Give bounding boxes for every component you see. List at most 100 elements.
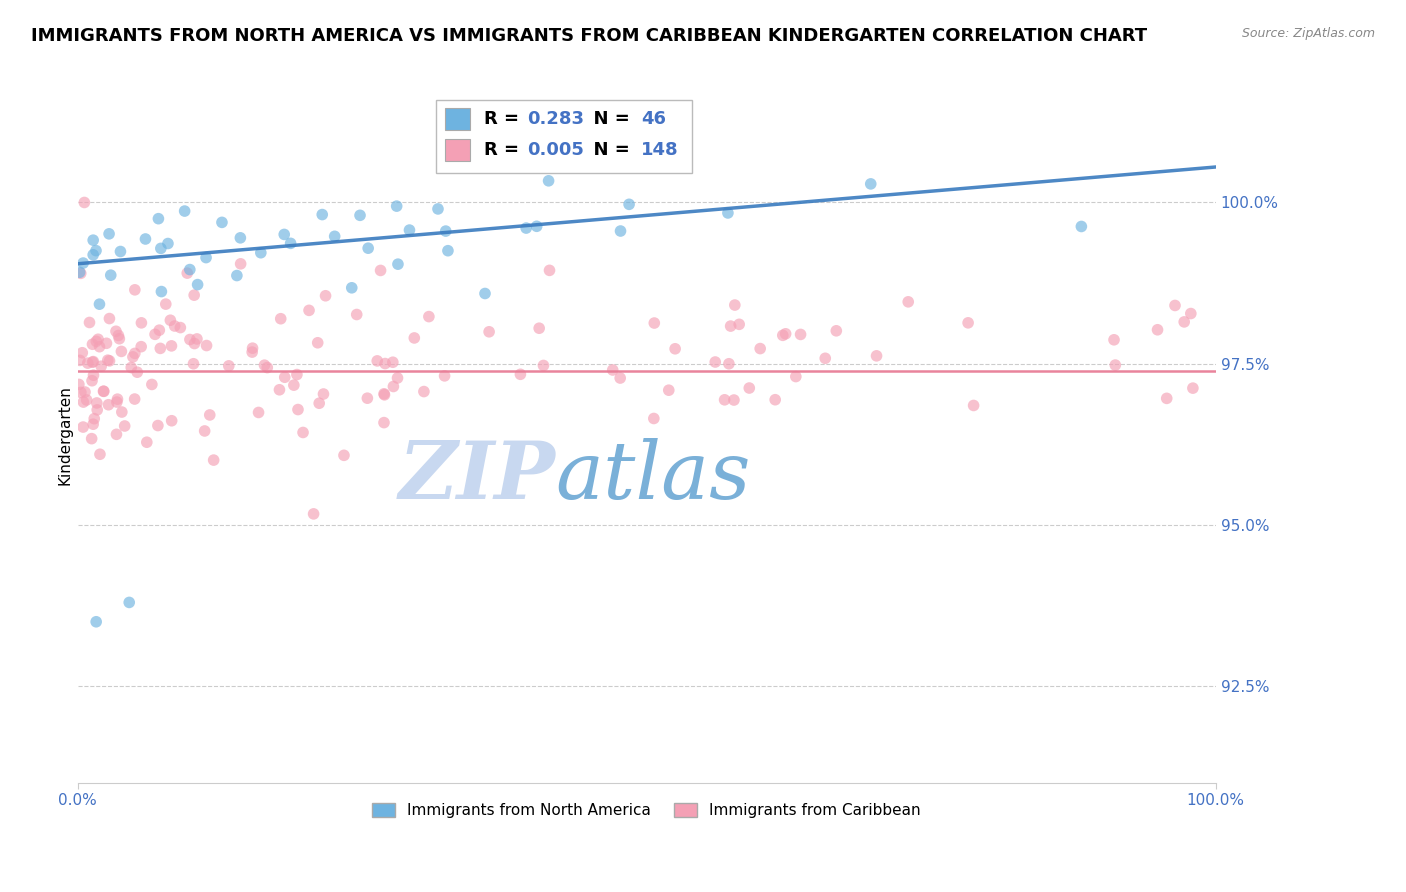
Point bbox=[434, 224, 457, 238]
Point bbox=[609, 224, 631, 238]
Point bbox=[86, 396, 108, 410]
Text: N =: N = bbox=[581, 141, 636, 159]
Point bbox=[229, 257, 252, 271]
Point bbox=[72, 345, 94, 359]
Point bbox=[298, 303, 321, 318]
Point bbox=[728, 318, 751, 332]
Text: 46: 46 bbox=[641, 110, 666, 128]
Point bbox=[527, 321, 550, 335]
Point bbox=[129, 340, 152, 354]
Point bbox=[96, 336, 118, 351]
Point bbox=[82, 248, 104, 262]
Point bbox=[717, 206, 740, 220]
Point bbox=[70, 385, 93, 400]
Point bbox=[315, 289, 337, 303]
Legend: Immigrants from North America, Immigrants from Caribbean: Immigrants from North America, Immigrant… bbox=[366, 797, 927, 824]
Point bbox=[176, 266, 198, 280]
Point bbox=[69, 353, 91, 368]
Point bbox=[134, 232, 156, 246]
Point bbox=[84, 244, 107, 258]
Point bbox=[72, 420, 94, 434]
Point bbox=[538, 263, 561, 277]
Text: N =: N = bbox=[581, 110, 636, 128]
Point bbox=[273, 227, 295, 242]
Point bbox=[374, 357, 396, 371]
Point bbox=[269, 383, 291, 397]
Point bbox=[83, 411, 105, 425]
Point bbox=[73, 384, 96, 399]
Point bbox=[346, 308, 368, 322]
Point bbox=[433, 368, 456, 383]
Point bbox=[194, 424, 217, 438]
Point bbox=[82, 354, 104, 368]
Point bbox=[114, 419, 136, 434]
Point bbox=[285, 368, 308, 382]
Point bbox=[82, 337, 104, 351]
Point bbox=[1102, 333, 1125, 347]
Point bbox=[242, 341, 264, 355]
Point bbox=[775, 326, 797, 341]
Point bbox=[274, 370, 297, 384]
Point bbox=[186, 332, 208, 346]
Point bbox=[533, 359, 555, 373]
Point bbox=[135, 435, 157, 450]
Point bbox=[280, 236, 302, 251]
Point bbox=[814, 351, 837, 366]
Point bbox=[308, 396, 330, 410]
Point bbox=[723, 392, 745, 407]
Point bbox=[90, 359, 112, 374]
Point bbox=[962, 399, 984, 413]
Point bbox=[148, 323, 170, 337]
Point bbox=[247, 405, 270, 419]
Point bbox=[256, 360, 278, 375]
Point bbox=[82, 355, 104, 369]
Point bbox=[382, 379, 405, 393]
Point bbox=[292, 425, 315, 440]
Bar bbox=[446, 108, 471, 130]
Point bbox=[323, 229, 346, 244]
Point bbox=[159, 313, 181, 327]
Point bbox=[69, 266, 91, 280]
Point bbox=[98, 227, 121, 241]
Point bbox=[617, 197, 640, 211]
Point bbox=[287, 402, 309, 417]
Point bbox=[385, 199, 408, 213]
Point bbox=[97, 398, 120, 412]
Point bbox=[86, 334, 108, 349]
Point bbox=[169, 320, 191, 334]
Point bbox=[124, 283, 146, 297]
Point bbox=[80, 374, 103, 388]
Point bbox=[1146, 323, 1168, 337]
Point bbox=[76, 356, 98, 370]
Point bbox=[150, 285, 173, 299]
Point bbox=[76, 392, 98, 407]
Point bbox=[89, 447, 111, 461]
Point bbox=[225, 268, 247, 283]
Point bbox=[643, 411, 665, 425]
Text: IMMIGRANTS FROM NORTH AMERICA VS IMMIGRANTS FROM CARIBBEAN KINDERGARTEN CORRELAT: IMMIGRANTS FROM NORTH AMERICA VS IMMIGRA… bbox=[31, 27, 1147, 45]
Point bbox=[957, 316, 980, 330]
Point bbox=[146, 418, 169, 433]
Point bbox=[1181, 381, 1204, 395]
Point bbox=[195, 251, 218, 265]
Point bbox=[658, 383, 681, 397]
Point bbox=[302, 507, 325, 521]
Point bbox=[69, 265, 91, 279]
Point bbox=[404, 331, 426, 345]
Point bbox=[387, 257, 409, 271]
Point bbox=[859, 177, 882, 191]
Point bbox=[643, 316, 665, 330]
Point bbox=[1180, 307, 1202, 321]
Point bbox=[183, 357, 205, 371]
Point bbox=[124, 346, 146, 360]
Point bbox=[67, 377, 90, 392]
Text: R =: R = bbox=[484, 110, 526, 128]
Point bbox=[86, 403, 108, 417]
Point bbox=[270, 311, 292, 326]
Point bbox=[366, 354, 388, 368]
Point bbox=[704, 355, 727, 369]
Point bbox=[526, 219, 548, 234]
Point bbox=[381, 355, 404, 369]
Point bbox=[108, 332, 131, 346]
Point bbox=[187, 277, 209, 292]
